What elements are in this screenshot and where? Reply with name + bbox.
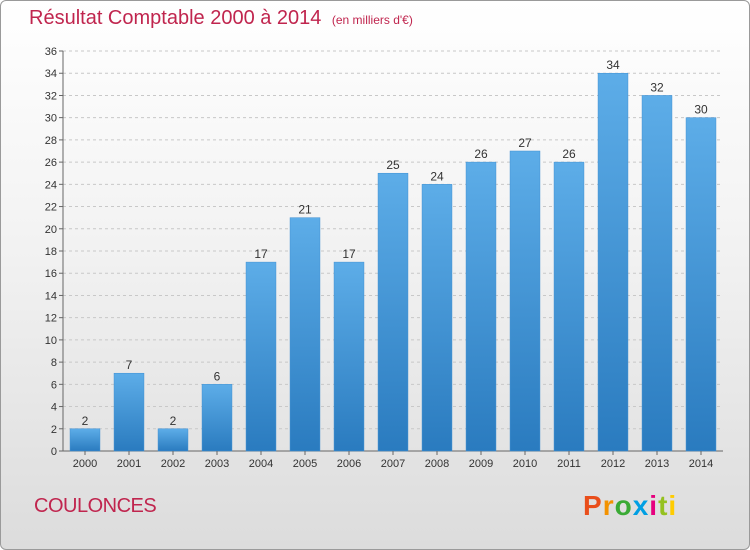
- logo-letter: i: [668, 490, 678, 521]
- bar-2001: [113, 372, 145, 452]
- value-label-2005: 21: [298, 203, 312, 217]
- value-label-2002: 2: [170, 414, 177, 428]
- x-tick-label-2014: 2014: [689, 458, 713, 470]
- x-tick-label-2009: 2009: [469, 458, 493, 470]
- bar-2013: [641, 95, 673, 452]
- x-tick-label-2005: 2005: [293, 458, 317, 470]
- bar-2004: [245, 261, 277, 452]
- x-tick-label-2003: 2003: [205, 458, 229, 470]
- commune-name: COULONCES: [34, 495, 157, 517]
- bar-2005: [289, 217, 321, 452]
- value-label-2004: 17: [254, 247, 268, 261]
- value-label-2009: 26: [474, 147, 488, 161]
- y-tick-label: 32: [45, 90, 57, 102]
- bar-2010: [509, 150, 541, 452]
- logo-letter: P: [583, 490, 603, 521]
- value-label-2011: 26: [562, 147, 576, 161]
- bar-2003: [201, 384, 233, 452]
- value-label-2012: 34: [606, 58, 620, 72]
- bar-2006: [333, 261, 365, 452]
- y-tick-label: 24: [45, 179, 57, 191]
- unit-note: (en milliers d'€): [331, 13, 413, 27]
- y-tick-label: 8: [51, 357, 57, 369]
- x-tick-label-2002: 2002: [161, 458, 185, 470]
- value-label-2000: 2: [82, 414, 89, 428]
- y-tick-label: 34: [45, 68, 57, 80]
- y-tick-label: 22: [45, 202, 57, 214]
- bar-2012: [597, 72, 629, 452]
- logo-letter: t: [658, 490, 669, 521]
- y-tick-label: 30: [45, 113, 57, 125]
- y-tick-label: 10: [45, 335, 57, 347]
- y-tick-label: 26: [45, 157, 57, 169]
- proxiti-logo: Proxiti: [583, 490, 677, 522]
- bar-2000: [69, 428, 101, 452]
- value-label-2001: 7: [126, 358, 133, 372]
- value-label-2006: 17: [342, 247, 356, 261]
- y-tick-label: 20: [45, 224, 57, 236]
- title-row: Résultat Comptable 2000 à 2014 (en milli…: [29, 7, 413, 30]
- y-tick-label: 4: [51, 402, 57, 414]
- value-label-2014: 30: [694, 103, 708, 117]
- x-tick-label-2012: 2012: [601, 458, 625, 470]
- y-tick-label: 6: [51, 379, 57, 391]
- x-tick-label-2013: 2013: [645, 458, 669, 470]
- y-tick-label: 28: [45, 135, 57, 147]
- logo-letter: x: [632, 490, 650, 521]
- logo-letter: r: [602, 490, 615, 521]
- bar-2009: [465, 161, 497, 452]
- value-label-2007: 25: [386, 158, 400, 172]
- bar-2011: [553, 161, 585, 452]
- value-label-2010: 27: [518, 136, 532, 150]
- y-tick-label: 2: [51, 424, 57, 436]
- x-tick-label-2011: 2011: [557, 458, 581, 470]
- y-tick-label: 12: [45, 313, 57, 325]
- bar-2007: [377, 172, 409, 452]
- x-tick-label-2006: 2006: [337, 458, 361, 470]
- logo-letter: o: [614, 490, 633, 521]
- y-tick-label: 14: [45, 290, 57, 302]
- value-label-2013: 32: [650, 80, 664, 94]
- chart-title: Résultat Comptable 2000 à 2014: [29, 7, 322, 29]
- y-tick-label: 36: [45, 46, 57, 58]
- x-tick-label-2001: 2001: [117, 458, 141, 470]
- x-tick-label-2000: 2000: [73, 458, 97, 470]
- x-tick-label-2010: 2010: [513, 458, 537, 470]
- y-tick-label: 16: [45, 268, 57, 280]
- logo-letter: i: [649, 490, 659, 521]
- value-label-2008: 24: [430, 169, 444, 183]
- bar-2002: [157, 428, 189, 452]
- bar-2014: [685, 117, 717, 452]
- x-tick-label-2008: 2008: [425, 458, 449, 470]
- x-tick-label-2007: 2007: [381, 458, 405, 470]
- y-tick-label: 18: [45, 246, 57, 258]
- bar-2008: [421, 184, 453, 452]
- y-tick-label: 0: [51, 446, 57, 458]
- x-tick-label-2004: 2004: [249, 458, 273, 470]
- value-label-2003: 6: [214, 369, 221, 383]
